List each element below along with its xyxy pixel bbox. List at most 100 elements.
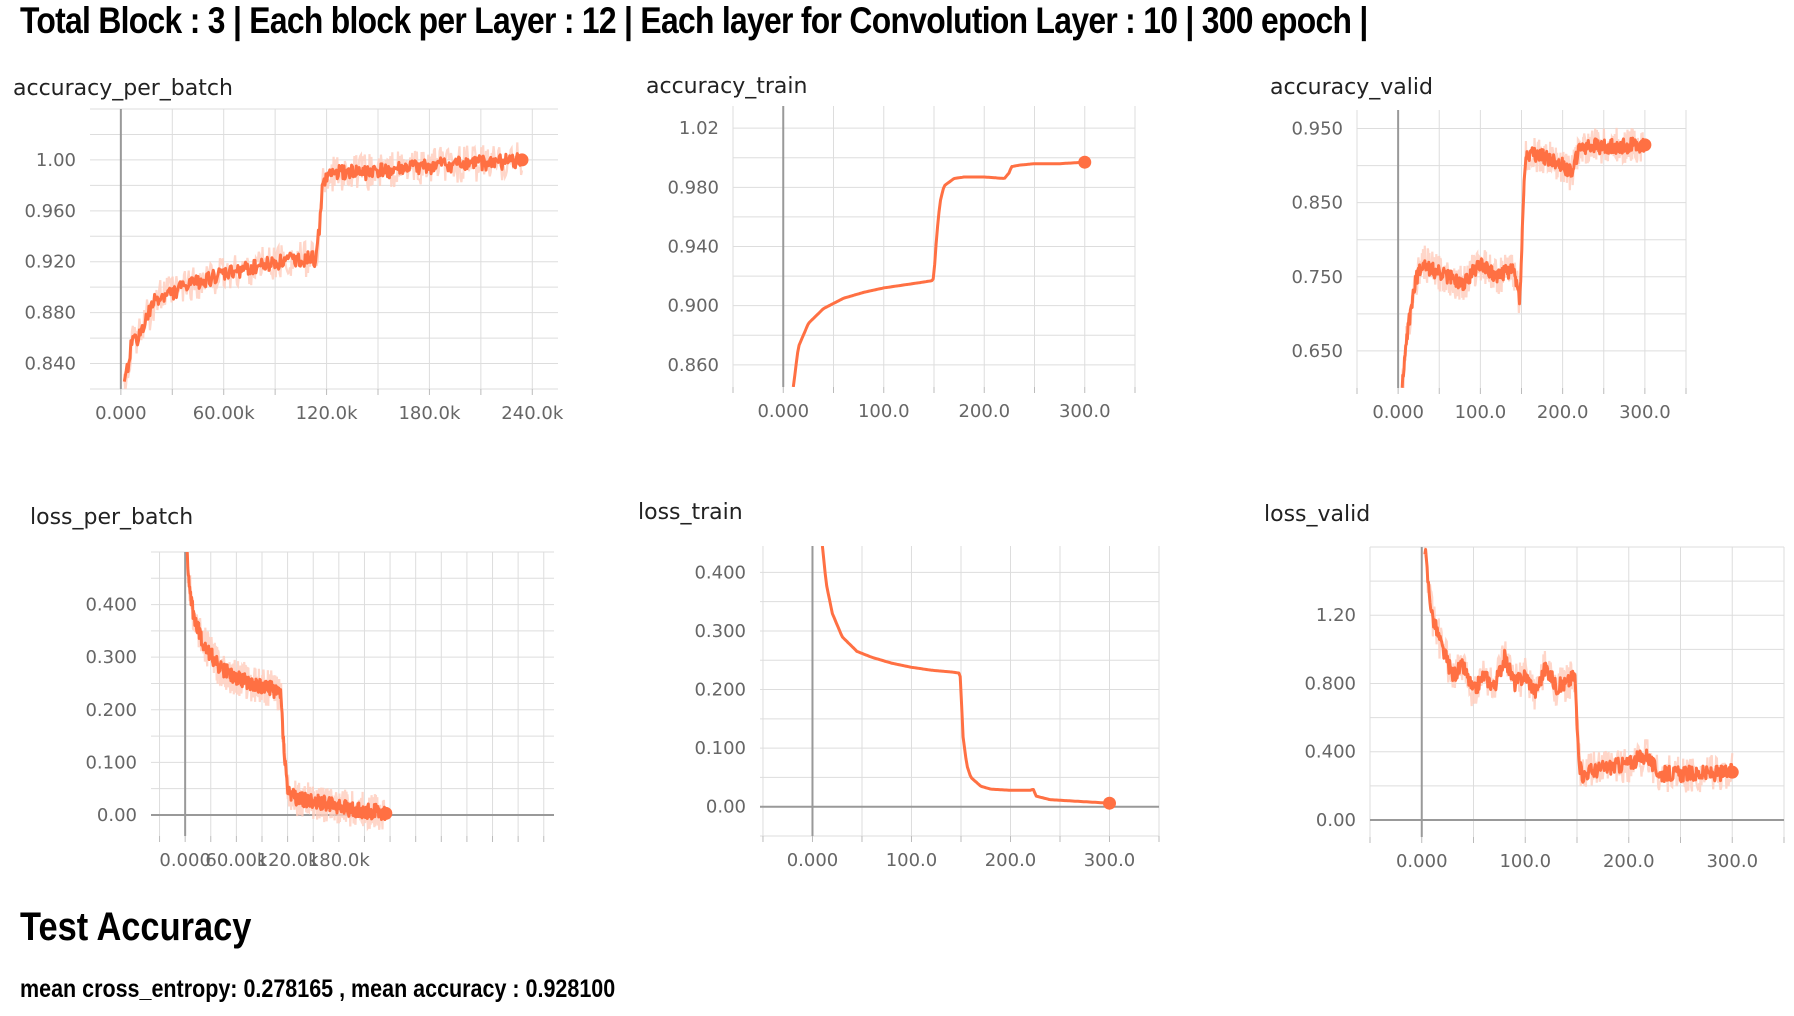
x-tick-label: 0.000 — [787, 850, 839, 871]
x-tick-label: 100.0 — [886, 850, 938, 871]
tick-marks — [1356, 388, 1687, 394]
chart-plot[interactable]: 0.000 100.0 200.0 300.0 0.650 0.750 0.850 0.950 — [1240, 66, 1794, 446]
y-tick-label: 0.400 — [1304, 742, 1356, 763]
y-tick-label: 0.960 — [24, 201, 76, 222]
series-end-point — [1102, 796, 1116, 810]
y-tick-label: 0.850 — [1291, 193, 1343, 214]
x-tick-label: 60.00k — [193, 403, 256, 424]
y-tick-label: 0.00 — [1316, 810, 1356, 831]
chart-title: accuracy_valid — [1270, 75, 1433, 100]
x-tick-label: 200.0 — [1603, 851, 1655, 872]
x-tick-label: 240.0k — [501, 403, 564, 424]
chart-title: accuracy_per_batch — [13, 76, 233, 101]
grid — [151, 551, 554, 836]
series — [1423, 547, 1734, 793]
y-tick-label: 0.920 — [24, 252, 76, 273]
chart-panel-loss-valid: loss_valid 0.000 100.0 200.0 300.0 0.00 0.400… — [1240, 494, 1794, 874]
y-tick-label: 0.200 — [85, 700, 137, 721]
x-tick-label: 100.0 — [1455, 402, 1507, 423]
series — [185, 552, 388, 832]
series-line — [1400, 136, 1647, 388]
series-end-point — [1638, 138, 1652, 152]
series-line — [791, 160, 1085, 387]
x-tick-label: 200.0 — [958, 401, 1010, 422]
x-tick-label: 180.0k — [308, 850, 371, 871]
series-raw-line — [123, 142, 524, 389]
x-tick-label: 120.0k — [257, 850, 320, 871]
x-tick-label: 300.0 — [1059, 401, 1111, 422]
x-tick-label: 120.0k — [296, 403, 359, 424]
series-end-point — [515, 153, 529, 167]
y-tick-label: 0.400 — [85, 595, 137, 616]
tick-marks — [159, 836, 545, 842]
y-tick-label: 0.900 — [667, 296, 719, 317]
tick-marks — [762, 836, 1160, 842]
y-tick-label: 0.860 — [667, 355, 719, 376]
x-tick-label: 100.0 — [1499, 851, 1551, 872]
chart-plot[interactable]: 0.000 100.0 200.0 300.0 0.860 0.900 0.940 0.980… — [620, 66, 1180, 446]
y-tick-label: 0.100 — [694, 738, 746, 759]
x-tick-label: 60.00k — [205, 850, 268, 871]
chart-panel-accuracy-train: accuracy_train 0.000 100.0 200.0 300.0 0.860… — [620, 66, 1180, 446]
x-tick-label: 300.0 — [1619, 402, 1671, 423]
series — [1400, 127, 1647, 388]
chart-panel-accuracy-per-batch: accuracy_per_batch 0.000 60.00k 120.0k 180.… — [0, 66, 564, 446]
series-line — [1423, 548, 1734, 784]
series-line — [820, 546, 1110, 805]
test-accuracy-heading: Test Accuracy — [20, 905, 252, 949]
y-tick-label: 0.00 — [97, 805, 137, 826]
y-tick-label: 0.00 — [706, 797, 746, 818]
y-tick-label: 0.300 — [694, 621, 746, 642]
x-tick-label: 0.000 — [95, 403, 147, 424]
series-end-point — [379, 806, 393, 820]
tick-marks — [120, 389, 533, 395]
x-tick-label: 180.0k — [398, 403, 461, 424]
y-tick-label: 0.880 — [24, 303, 76, 324]
y-tick-label: 0.800 — [1304, 673, 1356, 694]
x-tick-label: 0.000 — [1372, 402, 1424, 423]
y-tick-label: 0.100 — [85, 752, 137, 773]
series-line — [122, 152, 524, 382]
x-tick-label: 0.000 — [159, 850, 211, 871]
y-tick-label: 0.950 — [1291, 119, 1343, 140]
chart-plot[interactable]: 0.000 100.0 200.0 300.0 0.00 0.100 0.200 0.300 0… — [620, 494, 1180, 874]
y-tick-label: 0.400 — [694, 562, 746, 583]
chart-title: loss_per_batch — [30, 505, 194, 530]
y-tick-label: 0.750 — [1291, 267, 1343, 288]
y-tick-label: 0.840 — [24, 354, 76, 375]
test-metrics-summary: mean cross_entropy: 0.278165 , mean accu… — [20, 975, 616, 1003]
y-tick-label: 0.650 — [1291, 341, 1343, 362]
y-tick-label: 1.02 — [679, 118, 719, 139]
chart-title: loss_valid — [1264, 502, 1371, 527]
x-tick-label: 100.0 — [858, 401, 910, 422]
series-raw-line — [1401, 127, 1646, 388]
x-tick-label: 0.000 — [1396, 851, 1448, 872]
grid — [732, 106, 1136, 387]
chart-plot[interactable]: 0.000 100.0 200.0 300.0 0.00 0.400 0.800 1.20 — [1240, 494, 1794, 874]
y-tick-label: 0.940 — [667, 237, 719, 258]
series-end-point — [1078, 155, 1092, 169]
series-line — [185, 552, 388, 822]
x-tick-label: 0.000 — [757, 401, 809, 422]
y-tick-label: 1.20 — [1316, 605, 1356, 626]
x-tick-label: 300.0 — [1706, 851, 1758, 872]
chart-title: loss_train — [638, 500, 743, 525]
x-tick-label: 300.0 — [1084, 850, 1136, 871]
series-end-point — [1725, 765, 1739, 779]
x-tick-label: 200.0 — [1537, 402, 1589, 423]
y-tick-label: 1.00 — [36, 150, 76, 171]
tick-marks — [732, 387, 1136, 393]
x-tick-label: 200.0 — [985, 850, 1037, 871]
series — [791, 160, 1085, 387]
y-tick-label: 0.200 — [694, 680, 746, 701]
series — [122, 142, 524, 389]
chart-panel-loss-per-batch: loss_per_batch 0.000 60.00k 120.0k 180.0k 0.… — [0, 494, 620, 874]
chart-panel-loss-train: loss_train 0.000 100.0 200.0 300.0 0.00 0.100… — [620, 494, 1180, 874]
tick-marks — [1369, 837, 1785, 843]
chart-panel-accuracy-valid: accuracy_valid 0.000 100.0 200.0 300.0 0.650… — [1240, 66, 1794, 446]
chart-plot[interactable]: 0.000 60.00k 120.0k 180.0k 240.0k 0.840 0.880 0… — [0, 66, 564, 446]
page-title: Total Block : 3 | Each block per Layer :… — [20, 0, 1368, 41]
y-tick-label: 0.980 — [667, 177, 719, 198]
y-tick-label: 0.300 — [85, 647, 137, 668]
